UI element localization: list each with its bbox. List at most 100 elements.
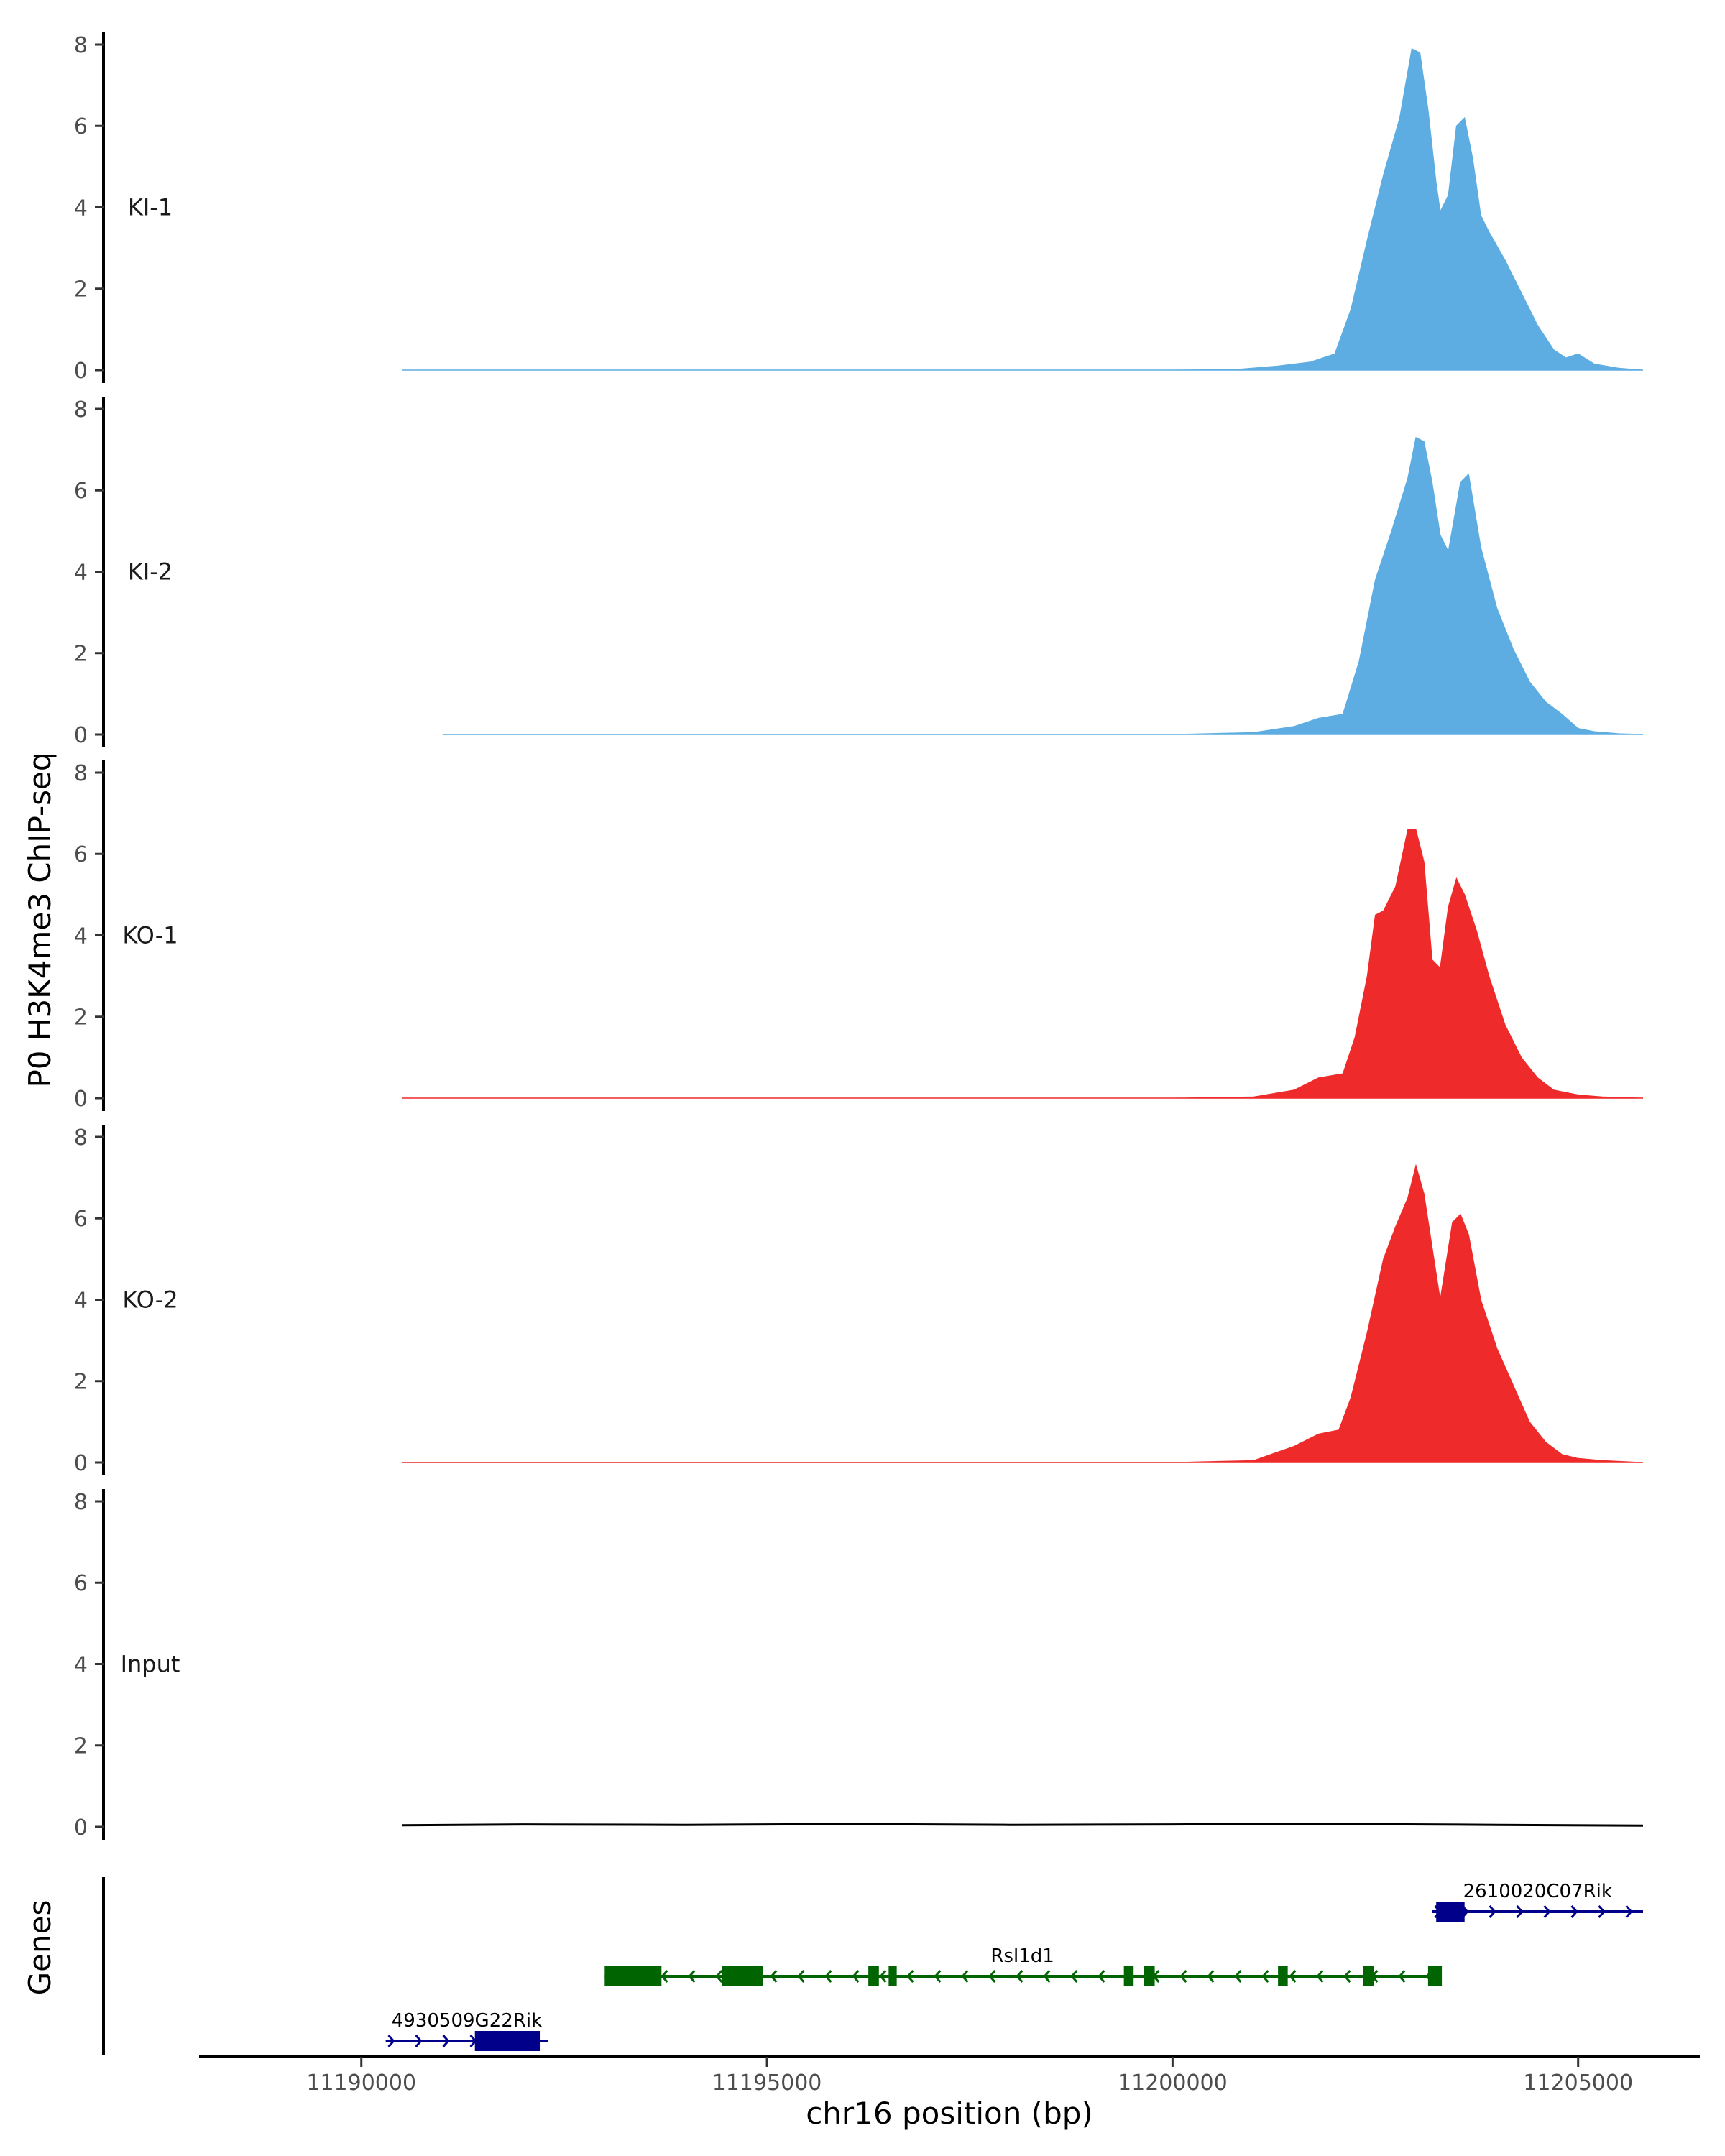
exon — [474, 2031, 540, 2051]
y-tick-label: 4 — [74, 1288, 88, 1313]
track-label: KI-1 — [128, 193, 172, 221]
strand-arrow — [1261, 1970, 1269, 1983]
gene-2610020c07rik: 2610020C07Rik — [1432, 1881, 1643, 1922]
track-ko-2: 0 2 4 6 8 KO-2 — [74, 1125, 1644, 1476]
gene-annotation-track: 2610020C07Rik Rsl1d1 4930509G22Rik — [102, 1877, 1643, 2055]
y-axis-title: P0 H3K4me3 ChIP-seq — [22, 752, 58, 1087]
y-tick-label: 4 — [74, 1652, 88, 1677]
y-tick-label: 0 — [74, 723, 88, 748]
y-tick-label: 8 — [74, 33, 88, 58]
signal-area — [442, 436, 1644, 735]
exon — [604, 1966, 662, 1986]
y-tick-label: 2 — [74, 277, 88, 303]
exon — [1436, 1902, 1465, 1922]
strand-arrow — [1516, 1905, 1524, 1918]
x-tick-label: 11190000 — [306, 2070, 416, 2096]
strand-arrow — [988, 1970, 996, 1983]
y-tick-label: 4 — [74, 923, 88, 949]
strand-arrow — [1016, 1970, 1024, 1983]
y-tick-label: 0 — [74, 359, 88, 384]
strand-arrow — [906, 1970, 914, 1983]
y-tick-label: 8 — [74, 761, 88, 786]
strand-arrow — [688, 1970, 696, 1983]
strand-arrow — [1398, 1970, 1406, 1983]
strand-arrow — [770, 1970, 778, 1983]
y-tick-label: 6 — [74, 1571, 88, 1596]
strand-arrow — [1489, 1905, 1496, 1918]
strand-arrow — [1316, 1970, 1324, 1983]
x-tick-label: 11195000 — [712, 2070, 822, 2096]
exon — [1363, 1966, 1374, 1986]
y-tick-label: 8 — [74, 1125, 88, 1151]
x-axis-title: chr16 position (bp) — [806, 2096, 1093, 2131]
track-label: KO-1 — [122, 921, 178, 949]
y-tick-label: 6 — [74, 1207, 88, 1232]
y-tick-label: 2 — [74, 1734, 88, 1759]
track-ki-1: 0 2 4 6 8 KI-1 — [74, 32, 1644, 384]
strand-arrow — [797, 1970, 805, 1983]
strand-arrow — [961, 1970, 969, 1983]
strand-arrow — [1543, 1905, 1551, 1918]
x-tick-label: 11200000 — [1118, 2070, 1228, 2096]
strand-arrow — [1234, 1970, 1242, 1983]
y-tick-label: 4 — [74, 195, 88, 221]
y-tick-label: 0 — [74, 1815, 88, 1841]
genes-axis-title: Genes — [22, 1900, 58, 1996]
strand-arrow — [879, 1970, 887, 1983]
strand-arrow — [1179, 1970, 1187, 1983]
exon — [1427, 1966, 1443, 1986]
track-input: 0 2 4 6 8 Input — [74, 1489, 1644, 1841]
strand-arrow — [852, 1970, 860, 1983]
exon — [868, 1966, 879, 1986]
strand-arrow — [387, 2035, 395, 2047]
y-tick-label: 2 — [74, 1005, 88, 1031]
track-label: Input — [121, 1650, 180, 1677]
track-label: KO-2 — [122, 1286, 178, 1313]
strand-arrow — [442, 2035, 450, 2047]
y-tick-label: 8 — [74, 397, 88, 423]
track-ko-1: 0 2 4 6 8 KO-1 — [74, 760, 1644, 1112]
x-axis: 11190000 11195000 11200000 11205000 — [199, 2055, 1700, 2096]
gene-label: 4930509G22Rik — [392, 2010, 542, 2032]
strand-arrow — [1289, 1970, 1297, 1983]
signal-area — [402, 829, 1644, 1099]
signal-line — [402, 1823, 1644, 1827]
strand-arrow — [1070, 1970, 1078, 1983]
y-tick-label: 6 — [74, 842, 88, 867]
y-tick-label: 2 — [74, 1370, 88, 1395]
gene-label: Rsl1d1 — [990, 1945, 1054, 1967]
signal-area — [402, 47, 1644, 371]
strand-arrow — [1343, 1970, 1351, 1983]
exon — [1123, 1966, 1134, 1986]
gene-label: 2610020C07Rik — [1463, 1881, 1612, 1902]
strand-arrow — [1207, 1970, 1215, 1983]
y-tick-label: 2 — [74, 642, 88, 667]
strand-arrow — [1598, 1905, 1606, 1918]
strand-arrow — [1043, 1970, 1051, 1983]
strand-arrow — [415, 2035, 423, 2047]
gene-rsl1d1: Rsl1d1 — [604, 1945, 1443, 1986]
strand-arrow — [934, 1970, 942, 1983]
exon — [1144, 1966, 1155, 1986]
x-tick-label: 11205000 — [1523, 2070, 1633, 2096]
y-tick-label: 0 — [74, 1451, 88, 1476]
exon — [722, 1966, 763, 1986]
y-tick-label: 8 — [74, 1490, 88, 1515]
strand-arrow — [1570, 1905, 1578, 1918]
y-tick-label: 0 — [74, 1087, 88, 1112]
signal-area — [402, 1164, 1644, 1463]
strand-arrow — [1625, 1905, 1633, 1918]
strand-arrow — [661, 1970, 668, 1983]
exon — [1278, 1966, 1288, 1986]
track-ki-2: 0 2 4 6 8 KI-2 — [74, 397, 1644, 748]
gene-4930509g22rik: 4930509G22Rik — [385, 2010, 548, 2051]
track-label: KI-2 — [128, 558, 172, 585]
signal-tracks: 0 2 4 6 8 KI-1 0 2 4 6 8 KI-2 0 2 4 6 8 KO-1 0 2 4 6 8 KO-2 0 2 4 6… — [74, 32, 1644, 1841]
strand-arrow — [1098, 1970, 1105, 1983]
y-tick-label: 6 — [74, 479, 88, 504]
y-tick-label: 4 — [74, 560, 88, 585]
strand-arrow — [715, 1970, 723, 1983]
exon — [888, 1966, 897, 1986]
y-tick-label: 6 — [74, 114, 88, 139]
